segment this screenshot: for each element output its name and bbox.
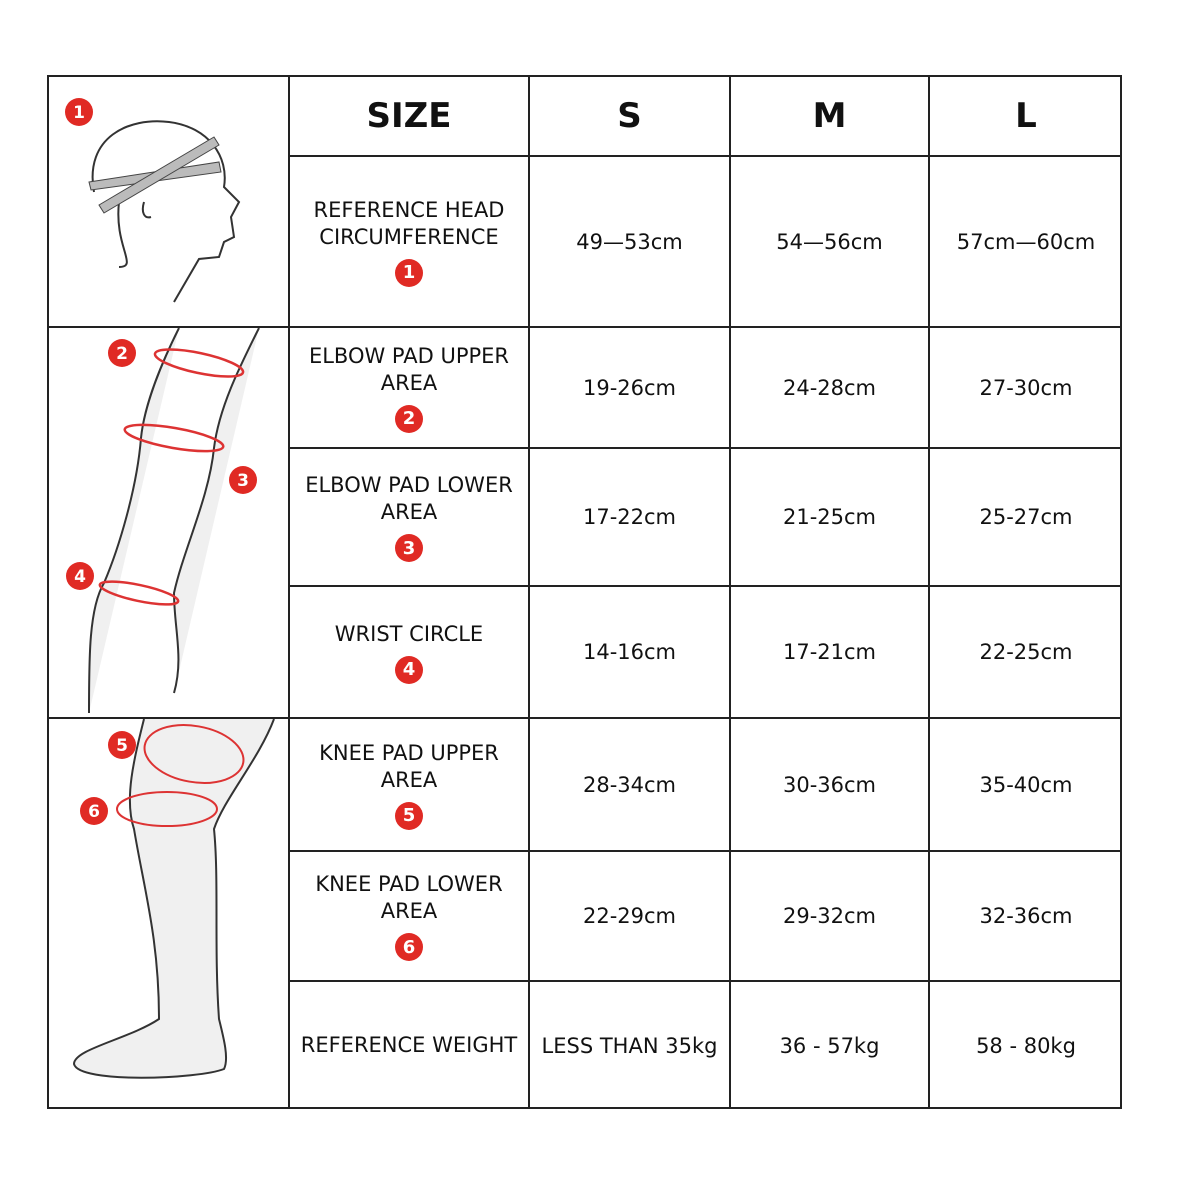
cell-text: 28-34cm bbox=[582, 772, 677, 797]
svg-text:1: 1 bbox=[73, 103, 85, 123]
row-label: REFERENCE WEIGHT bbox=[290, 982, 530, 1109]
svg-text:6: 6 bbox=[88, 802, 100, 822]
cell-text: KNEE PAD LOWER AREA bbox=[315, 872, 503, 923]
number-badge: 1 bbox=[395, 258, 423, 287]
size-s-value: 14-16cm bbox=[530, 587, 731, 719]
row-label: KNEE PAD UPPER AREA 5 bbox=[290, 719, 530, 852]
size-m-value: 30-36cm bbox=[731, 719, 930, 852]
leg-illustration: 5 6 bbox=[49, 718, 290, 1109]
cell-text: 30-36cm bbox=[782, 772, 877, 797]
size-l-value: 22-25cm bbox=[930, 587, 1122, 719]
cell-text: 22-25cm bbox=[979, 640, 1073, 664]
size-l-value: 25-27cm bbox=[930, 449, 1122, 587]
cell-text: 58 - 80kg bbox=[976, 1033, 1076, 1058]
header-size: SIZE bbox=[290, 77, 530, 157]
size-s-value: 49—53cm bbox=[530, 157, 731, 328]
number-badge: 6 bbox=[395, 933, 423, 961]
svg-text:2: 2 bbox=[116, 344, 128, 364]
row-label: WRIST CIRCLE 4 bbox=[290, 587, 530, 719]
number-badge: 4 bbox=[395, 655, 423, 684]
size-m-value: 24-28cm bbox=[731, 328, 930, 449]
svg-text:5: 5 bbox=[116, 736, 128, 756]
size-l-value: 32-36cm bbox=[930, 852, 1122, 982]
cell-text: 32-36cm bbox=[979, 904, 1073, 928]
svg-text:4: 4 bbox=[74, 567, 86, 587]
number-badge: 2 bbox=[395, 404, 423, 433]
cell-text: 25-27cm bbox=[979, 505, 1073, 529]
arm-measure-icon: 2 3 4 bbox=[66, 327, 260, 714]
header-l: L bbox=[930, 77, 1122, 157]
size-m-value: 29-32cm bbox=[731, 852, 930, 982]
cell-text: 24-28cm bbox=[782, 375, 877, 400]
cell-text: 35-40cm bbox=[979, 772, 1073, 797]
number-badge: 3 bbox=[395, 534, 423, 562]
size-s-value: 17-22cm bbox=[530, 449, 731, 587]
cell-text: WRIST CIRCLE bbox=[334, 621, 484, 646]
size-s-value: 22-29cm bbox=[530, 852, 731, 982]
cell-text: 49—53cm bbox=[576, 229, 683, 254]
size-m-value: 36 - 57kg bbox=[731, 982, 930, 1109]
head-measure-icon: 1 bbox=[65, 98, 241, 303]
head-illustration: 1 bbox=[49, 77, 290, 328]
row-label: ELBOW PAD LOWER AREA 3 bbox=[290, 449, 530, 587]
cell-text: 17-22cm bbox=[582, 505, 677, 529]
size-l-value: 57cm—60cm bbox=[930, 157, 1122, 328]
size-l-value: 27-30cm bbox=[930, 328, 1122, 449]
number-badge: 5 bbox=[395, 801, 423, 830]
size-s-value: LESS THAN 35kg bbox=[530, 982, 731, 1109]
size-chart-table: 1 2 3 4 5 6 SIZE S M L REFERENCE HEAD CI… bbox=[47, 75, 1122, 1109]
cell-text: 21-25cm bbox=[782, 505, 877, 529]
size-l-value: 35-40cm bbox=[930, 719, 1122, 852]
header-s: S bbox=[530, 77, 731, 157]
cell-text: 19-26cm bbox=[582, 375, 677, 400]
cell-text: 57cm—60cm bbox=[956, 229, 1096, 254]
cell-text: KNEE PAD UPPER AREA bbox=[319, 740, 499, 792]
cell-text: REFERENCE HEAD CIRCUMFERENCE bbox=[313, 197, 505, 249]
cell-text: 14-16cm bbox=[582, 640, 677, 664]
size-m-value: 54—56cm bbox=[731, 157, 930, 328]
arm-illustration: 2 3 4 bbox=[49, 327, 290, 719]
leg-measure-icon: 5 6 bbox=[72, 718, 275, 1079]
size-m-value: 21-25cm bbox=[731, 449, 930, 587]
size-m-value: 17-21cm bbox=[731, 587, 930, 719]
cell-text: REFERENCE WEIGHT bbox=[300, 1033, 518, 1057]
cell-text: 22-29cm bbox=[582, 904, 677, 928]
cell-text: 17-21cm bbox=[782, 640, 877, 664]
cell-text: 27-30cm bbox=[979, 375, 1073, 400]
size-l-value: 58 - 80kg bbox=[930, 982, 1122, 1109]
size-s-value: 28-34cm bbox=[530, 719, 731, 852]
size-s-value: 19-26cm bbox=[530, 328, 731, 449]
row-label: KNEE PAD LOWER AREA 6 bbox=[290, 852, 530, 982]
svg-text:3: 3 bbox=[237, 471, 249, 491]
row-label: ELBOW PAD UPPER AREA 2 bbox=[290, 328, 530, 449]
cell-text: 36 - 57kg bbox=[779, 1033, 880, 1058]
cell-text: ELBOW PAD UPPER AREA bbox=[308, 343, 510, 395]
cell-text: 54—56cm bbox=[776, 229, 883, 254]
header-m: M bbox=[731, 77, 930, 157]
cell-text: 29-32cm bbox=[782, 904, 877, 928]
row-label: REFERENCE HEAD CIRCUMFERENCE 1 bbox=[290, 157, 530, 328]
cell-text: LESS THAN 35kg bbox=[541, 1033, 718, 1058]
cell-text: ELBOW PAD LOWER AREA bbox=[305, 473, 513, 524]
